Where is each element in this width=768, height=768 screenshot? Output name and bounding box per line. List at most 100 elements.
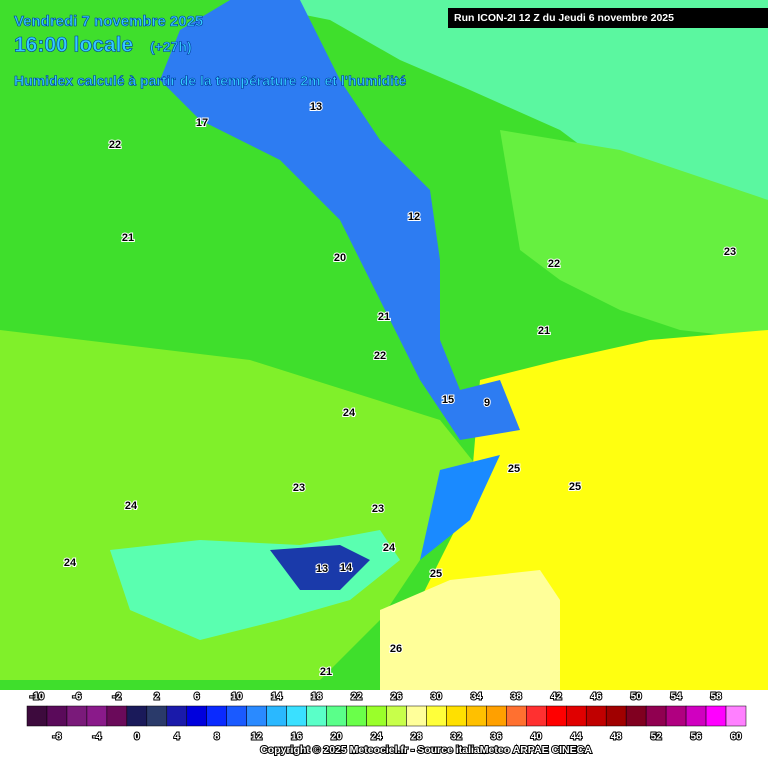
colorbar-swatch xyxy=(26,705,48,727)
highland xyxy=(420,455,500,560)
colorbar-swatch xyxy=(526,705,547,727)
colorbar-swatch xyxy=(546,705,567,727)
map-label: 21 xyxy=(378,311,390,323)
colorbar-label: 20 xyxy=(331,732,343,743)
colorbar-label: -2 xyxy=(112,692,121,703)
colorbar-swatch xyxy=(106,705,128,727)
map-label: 23 xyxy=(724,246,736,258)
map-label: 25 xyxy=(569,481,581,493)
colorbar-swatch xyxy=(266,705,287,727)
land-yellowgreen xyxy=(0,330,480,680)
mountains xyxy=(160,0,520,440)
colorbar-label: 56 xyxy=(691,732,703,743)
colorbar-swatch xyxy=(86,705,108,727)
colorbar-swatch xyxy=(226,705,247,727)
colorbar-swatch xyxy=(605,705,627,727)
colorbar-label: 6 xyxy=(194,692,200,703)
copyright: Copyright © 2025 Meteociel.fr - Source i… xyxy=(260,744,592,756)
colorbar-label: 18 xyxy=(311,692,323,703)
colorbar-label: 38 xyxy=(511,692,523,703)
map-label: 12 xyxy=(408,211,420,223)
map-label: 25 xyxy=(508,463,520,475)
map-label: 17 xyxy=(196,117,208,129)
colorbar-swatch xyxy=(306,705,327,727)
colorbar-swatch xyxy=(326,705,347,727)
subtitle: Humidex calculé à partir de la températu… xyxy=(14,73,407,89)
map-label: 13 xyxy=(316,563,328,575)
colorbar-swatch xyxy=(685,705,707,727)
colorbar-label: 26 xyxy=(391,692,403,703)
colorbar-label: 54 xyxy=(671,692,683,703)
colorbar-swatch xyxy=(725,705,747,727)
map-label: 21 xyxy=(122,232,134,244)
colorbar-label: 48 xyxy=(611,732,623,743)
map-label: 23 xyxy=(293,482,305,494)
time: 16:00 locale xyxy=(14,34,133,57)
colorbar-label: 58 xyxy=(710,692,722,703)
colorbar-label: 8 xyxy=(214,732,220,743)
map-label: 13 xyxy=(310,101,322,113)
map-label: 22 xyxy=(548,258,560,270)
colorbar-label: 22 xyxy=(351,692,363,703)
colorbar-label: 10 xyxy=(231,692,243,703)
colorbar-swatch xyxy=(206,705,227,727)
colorbar-swatch xyxy=(246,705,267,727)
colorbar-label: 42 xyxy=(551,692,563,703)
map-label: 22 xyxy=(374,350,386,362)
date: Vendredi 7 novembre 2025 xyxy=(14,13,203,30)
colorbar-swatch xyxy=(46,705,68,727)
colorbar-swatch xyxy=(665,705,687,727)
map-label: 24 xyxy=(125,500,138,512)
map-label: 23 xyxy=(372,503,384,515)
colorbar-panel xyxy=(0,690,768,768)
colorbar-label: 12 xyxy=(251,732,263,743)
colorbar-label: -6 xyxy=(72,692,81,703)
colorbar-label: 2 xyxy=(154,692,160,703)
colorbar-label: 52 xyxy=(651,732,663,743)
colorbar-label: 34 xyxy=(471,692,483,703)
colorbar-swatch xyxy=(645,705,667,727)
colorbar-label: -4 xyxy=(92,732,101,743)
map-label: 20 xyxy=(334,252,346,264)
colorbar-label: 60 xyxy=(730,732,742,743)
colorbar-swatch xyxy=(585,705,607,727)
colorbar-label: 16 xyxy=(291,732,303,743)
colorbar-label: 24 xyxy=(371,732,383,743)
colorbar-label: 30 xyxy=(431,692,443,703)
land-paleyellow xyxy=(380,570,560,690)
colorbar-swatch xyxy=(146,705,168,727)
colorbar-swatch xyxy=(625,705,647,727)
run-box xyxy=(448,8,768,28)
colorbar-swatch xyxy=(506,705,527,727)
map-label: 24 xyxy=(383,542,396,554)
colorbar-label: 46 xyxy=(591,692,603,703)
colorbar-label: 50 xyxy=(631,692,643,703)
map-label: 22 xyxy=(109,139,121,151)
colorbar-label: 36 xyxy=(491,732,503,743)
map-label: 21 xyxy=(320,666,332,678)
colorbar-swatch xyxy=(446,705,467,727)
colorbar-swatch xyxy=(366,705,387,727)
map-label: 24 xyxy=(343,407,356,419)
colorbar-swatch xyxy=(406,705,427,727)
sea-cyan xyxy=(230,0,768,200)
colorbar-swatch xyxy=(186,705,207,727)
colorbar-label: 28 xyxy=(411,732,423,743)
colorbar-swatch xyxy=(486,705,507,727)
colorbar-swatch xyxy=(126,705,148,727)
colorbar-swatch xyxy=(466,705,487,727)
colorbar-label: -8 xyxy=(53,732,62,743)
colorbar-swatch xyxy=(66,705,88,727)
colorbar-label: 44 xyxy=(571,732,583,743)
colorbar-label: -10 xyxy=(30,692,45,703)
colorbar-swatch xyxy=(386,705,407,727)
map-label: 24 xyxy=(64,557,77,569)
run: Run ICON-2I 12 Z du Jeudi 6 novembre 202… xyxy=(454,12,674,24)
colorbar-label: 4 xyxy=(174,732,180,743)
map-label: 14 xyxy=(340,562,353,574)
colorbar-swatch xyxy=(286,705,307,727)
colorbar-label: 0 xyxy=(134,732,140,743)
colorbar-label: 14 xyxy=(271,692,283,703)
colorbar-swatch xyxy=(426,705,447,727)
